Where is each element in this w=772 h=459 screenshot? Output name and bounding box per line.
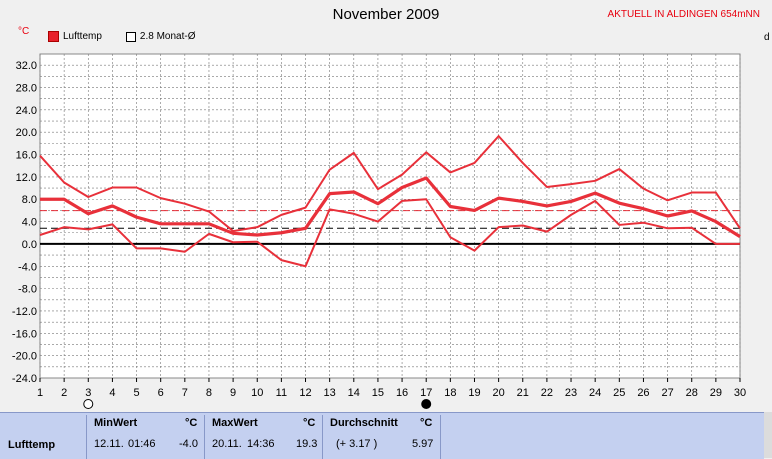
legend-label-lufttemp: Lufttemp	[63, 31, 102, 42]
stats-panel: Lufttemp MinWert °C 12.11. 01:46 -4.0 Ma…	[0, 412, 764, 459]
series-line-max	[39, 135, 741, 233]
y-tick-label: 16.0	[16, 150, 37, 162]
x-tick-label: 22	[541, 387, 553, 399]
x-tick-label: 6	[158, 387, 164, 399]
stats-divider	[440, 415, 441, 459]
y-tick-label: 4.0	[22, 217, 37, 229]
y-tick-label: -8.0	[18, 284, 37, 296]
legend-item-lufttemp[interactable]: Lufttemp	[48, 31, 102, 42]
y-tick-label: 20.0	[16, 127, 37, 139]
x-tick-label: 24	[589, 387, 601, 399]
x-tick-label: 18	[444, 387, 456, 399]
x-tick-label: 19	[468, 387, 480, 399]
x-tick-label: 11	[276, 387, 287, 399]
y-tick-label: 8.0	[22, 194, 37, 206]
edge-letter: d	[764, 32, 770, 43]
series-line-mittel	[40, 176, 741, 239]
x-tick-label: 27	[661, 387, 673, 399]
x-tick-label: 21	[517, 387, 529, 399]
x-tick-label: 13	[324, 387, 336, 399]
y-tick-label: 32.0	[16, 60, 37, 72]
max-header: MaxWert	[212, 417, 258, 429]
x-tick-label: 28	[686, 387, 698, 399]
stats-divider	[204, 415, 205, 459]
legend: Lufttemp 2.8 Monat-Ø	[48, 31, 220, 42]
y-tick-label: -4.0	[18, 261, 37, 273]
x-tick-label: 15	[372, 387, 384, 399]
max-date: 20.11.	[212, 438, 242, 450]
chart-area: 32.0 28.0 24.0 20.0 16.0 12.0 8.0 4.0 0.0 -4.0 -8.…	[12, 53, 746, 409]
x-tick-label: 4	[109, 387, 115, 399]
y-tick-label: -20.0	[12, 351, 37, 363]
max-value: 19.3	[296, 438, 318, 450]
chart-title: November 2009	[332, 6, 440, 23]
stats-row-label: Lufttemp	[8, 439, 56, 451]
x-tick-label: 29	[710, 387, 722, 399]
x-tick-label: 12	[299, 387, 311, 399]
min-time: 01:46	[128, 438, 156, 450]
avg-delta: (+ 3.17 )	[336, 438, 378, 450]
x-tick-label: 9	[230, 387, 236, 399]
legend-item-monat-avg[interactable]: 2.8 Monat-Ø	[125, 31, 196, 42]
avg-unit: °C	[420, 417, 433, 429]
legend-swatch-monat-avg	[125, 31, 136, 42]
y-tick-label: -16.0	[12, 328, 37, 340]
unit-label: °C	[18, 26, 30, 37]
x-tick-label: 2	[61, 387, 67, 399]
min-unit: °C	[185, 417, 198, 429]
x-tick-label: 23	[565, 387, 577, 399]
x-tick-label: 8	[206, 387, 212, 399]
stats-divider	[322, 415, 323, 459]
x-tick-label: 5	[133, 387, 139, 399]
plot-background	[39, 53, 741, 379]
avg-value: 5.97	[412, 438, 434, 450]
x-tick-label: 1	[37, 387, 43, 399]
min-date: 12.11.	[94, 438, 124, 450]
max-unit: °C	[303, 417, 316, 429]
x-tick-label: 14	[348, 387, 360, 399]
x-tick-label: 3	[85, 387, 91, 399]
legend-swatch-lufttemp	[48, 31, 59, 42]
full-moon-icon	[421, 399, 432, 409]
min-value: -4.0	[179, 438, 198, 450]
x-tick-label: 30	[734, 387, 746, 399]
y-tick-label: -24.0	[12, 373, 37, 385]
x-tick-label: 7	[182, 387, 188, 399]
legend-label-monat-avg: 2.8 Monat-Ø	[139, 31, 196, 42]
y-tick-label: 12.0	[16, 172, 37, 184]
new-moon-icon	[83, 399, 94, 409]
x-tick-label: 17	[420, 387, 432, 399]
station-label: AKTUELL IN ALDINGEN 654mNN	[607, 9, 760, 20]
min-header: MinWert	[94, 417, 138, 429]
avg-header: Durchschnitt	[330, 417, 398, 429]
x-tick-label: 25	[613, 387, 625, 399]
x-tick-label: 20	[492, 387, 504, 399]
max-time: 14:36	[247, 438, 275, 450]
x-tick-label: 16	[396, 387, 408, 399]
y-tick-label: 0.0	[22, 239, 37, 251]
x-tick-label: 26	[637, 387, 649, 399]
y-tick-label: 28.0	[16, 83, 37, 95]
scrollbar-edge[interactable]	[764, 412, 772, 458]
series-line-min	[39, 198, 740, 268]
x-tick-label: 10	[251, 387, 263, 399]
stats-divider	[86, 415, 87, 459]
y-tick-label: -12.0	[12, 306, 37, 318]
y-tick-label: 24.0	[16, 105, 37, 117]
